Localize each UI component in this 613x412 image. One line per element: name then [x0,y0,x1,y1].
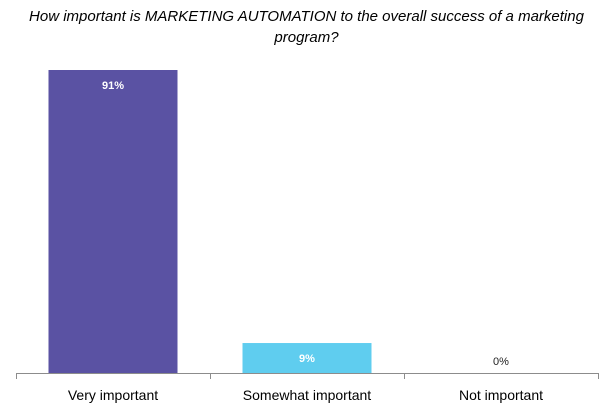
chart-title: How important is MARKETING AUTOMATION to… [29,8,584,46]
data-label: 91% [102,80,124,92]
data-label: 9% [299,353,315,365]
x-tick-label: Very important [68,387,158,403]
data-label: 0% [493,356,509,368]
bar [242,343,372,373]
bar [48,70,178,373]
x-tick-label: Not important [459,387,543,403]
x-tick-label: Somewhat important [243,387,372,403]
